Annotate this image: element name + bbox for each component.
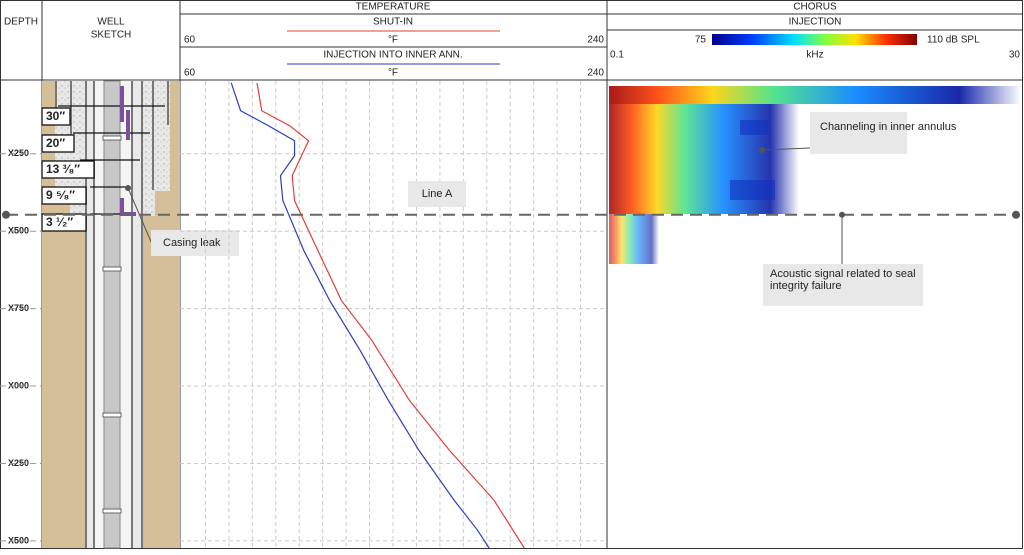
chorus-subtitle: INJECTION <box>789 17 842 28</box>
annotation-box <box>151 230 239 256</box>
well-header: SKETCH <box>91 30 132 41</box>
spectrogram <box>609 86 1021 264</box>
line-a-dot <box>839 211 845 218</box>
colorbar <box>712 34 917 45</box>
leader <box>761 147 811 151</box>
freq-label: kHz <box>806 50 823 61</box>
temperature-curve <box>256 82 525 549</box>
well-sketch <box>41 80 180 549</box>
well-header: WELL <box>97 17 125 28</box>
annotation: Channeling in inner annulus <box>820 121 957 133</box>
line-a-end <box>2 210 10 219</box>
annotation-box <box>763 264 923 306</box>
depth-tick-label: X250 <box>8 458 29 468</box>
casing-label: 30″ <box>46 109 65 123</box>
x-max: 240 <box>587 68 604 79</box>
annotation-box <box>810 112 907 154</box>
annotation: Line A <box>422 188 453 200</box>
casing-label: 9 ⁵⁄₈″ <box>46 188 75 202</box>
x-max: 240 <box>587 35 604 46</box>
casing-label: 20″ <box>46 136 65 150</box>
depth-tick-label: X250 <box>8 148 29 158</box>
unit: °F <box>388 35 398 46</box>
annotation-box <box>408 181 466 207</box>
x-min: 60 <box>184 68 196 79</box>
line-a-end <box>1012 210 1020 219</box>
depth-tick-label: X750 <box>8 303 29 313</box>
series-name: INJECTION INTO INNER ANN. <box>323 50 462 61</box>
series-name: SHUT-IN <box>373 17 413 28</box>
depth-tick-label: X500 <box>8 226 29 236</box>
depth-header: DEPTH <box>4 17 38 28</box>
annotation: Casing leak <box>163 237 221 249</box>
colorbar-min: 75 <box>695 35 707 46</box>
chorus-title: CHORUS <box>793 2 837 13</box>
colorbar-max: 110 dB SPL <box>927 35 980 46</box>
casing-label: 3 ¹⁄₂″ <box>46 215 73 229</box>
freq-max: 30 <box>1009 50 1021 61</box>
unit: °F <box>388 68 398 79</box>
annotation-text: Acoustic signal related to seal integrit… <box>770 268 916 292</box>
annotation: Acoustic signal related to seal integrit… <box>770 268 916 292</box>
casing-label: 13 ³⁄₈″ <box>46 162 80 176</box>
depth-tick-label: X500 <box>8 535 29 545</box>
x-min: 60 <box>184 35 196 46</box>
temp-title: TEMPERATURE <box>356 2 431 13</box>
depth-tick-label: X000 <box>8 380 29 390</box>
freq-min: 0.1 <box>610 50 624 61</box>
temperature-curve <box>230 82 490 549</box>
